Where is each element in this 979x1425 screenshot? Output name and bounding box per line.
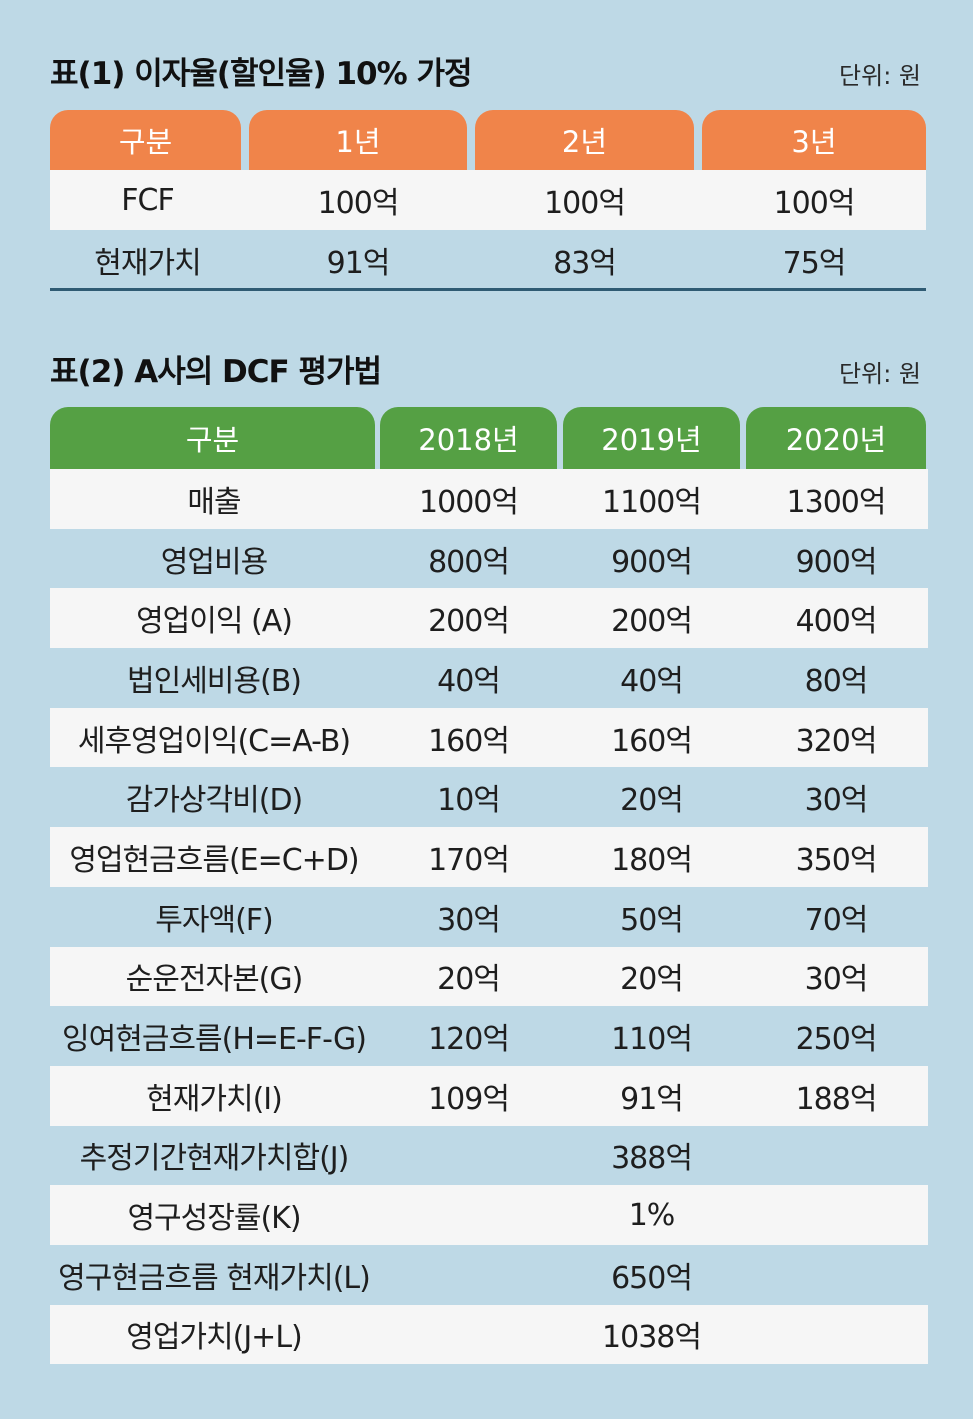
table1-header-row: 구분 1년 2년 3년 [50,110,926,170]
table2-cell: 350억 [795,842,878,878]
table2-row: 현재가치(I) 109억 91억 188억 [50,1065,928,1126]
table1: 구분 1년 2년 3년 FCF 100억 100억 100억 현재가치 91억 … [50,110,926,290]
table2-row-label: 세후영업이익(C=A-B) [77,723,351,759]
table2-cell: 120억 [428,1022,510,1058]
table2-row: 영업이익 (A) 200억 200억 400억 [50,588,928,649]
table2-cell: 80억 [804,663,869,699]
table2-row: 순운전자본(G) 20억 20억 30억 [50,946,928,1007]
table2-cell: 30억 [804,783,869,819]
table1-cell: 100억 [544,186,626,221]
table2-summary-value: 1038억 [602,1320,702,1356]
table2-row-label: 영업비용 [160,544,268,580]
table1-row-label: FCF [121,182,174,218]
table2-cell: 40억 [620,663,684,699]
table2-summary-row: 영업가치(J+L) 1038억 [50,1304,928,1365]
table2-header-cell: 2018년 [380,407,557,469]
table2-cell: 109억 [428,1081,510,1117]
table2-cell: 900억 [795,544,878,580]
table1-unit: 단위: 원 [839,62,921,90]
table2-cell: 188억 [795,1081,878,1117]
table2-cell: 10억 [437,783,501,819]
table1-header-cell: 구분 [50,110,241,170]
table2-cell: 91억 [620,1081,684,1117]
table2-summary-label: 영업가치(J+L) [126,1320,303,1356]
table1-title: 표(1) 이자율(할인율) 10% 가정 [50,56,472,92]
table2-cell: 20억 [437,962,501,998]
table2-summary-row: 영구성장률(K) 1% [50,1185,928,1245]
table2-cell: 1100억 [602,484,702,520]
table2-summary-label: 추정기간현재가치합(J) [79,1141,350,1177]
table2-row-label: 영업이익 (A) [136,604,293,640]
table2-header-row: 구분 2018년 2019년 2020년 [50,407,928,469]
table2-cell: 900억 [611,544,693,580]
table2-summary-value: 1% [628,1197,676,1233]
table2-header-cell: 2019년 [563,407,740,469]
table2-row: 법인세비용(B) 40억 40억 80억 [50,648,928,708]
table1-row: FCF 100억 100억 100억 [50,170,926,230]
table2-cell: 1000억 [419,484,519,520]
table2-cell: 70억 [804,902,869,938]
table2-cell: 40억 [437,663,501,699]
table1-row-label: 현재가치 [94,246,201,281]
table2-row-label: 투자액(F) [155,902,273,938]
table2-row-label: 매출 [187,484,241,520]
table1-header-cell: 1년 [249,110,467,170]
table2-unit: 단위: 원 [839,360,921,388]
table2-cell: 30억 [437,902,501,938]
table2-cell: 160억 [428,723,510,759]
table2-summary-value: 388억 [611,1141,693,1177]
table2-row: 영업비용 800억 900억 900억 [50,529,928,589]
table1-cell: 100억 [317,186,400,221]
table2-summary-value: 650억 [611,1260,693,1296]
table2-cell: 160억 [611,723,693,759]
table2-cell: 50억 [620,902,684,938]
table2-row-label: 법인세비용(B) [127,663,302,699]
table2: 구분 2018년 2019년 2020년 매출 1000억 1100억 1300… [50,407,928,1365]
table2-cell: 170억 [428,842,510,878]
table2-row: 잉여현금흐름(H=E-F-G) 120억 110억 250억 [50,1006,928,1066]
table2-header-cell: 2020년 [746,407,926,469]
table1-bottom-rule [50,288,926,291]
table2-row: 매출 1000억 1100억 1300억 [50,469,928,529]
table2-row-label: 영업현금흐름(E=C+D) [69,842,359,878]
table2-row: 세후영업이익(C=A-B) 160억 160억 320억 [50,707,928,768]
table2-row: 감가상각비(D) 10억 20억 30억 [50,767,928,827]
table1-row: 현재가치 91억 83억 75억 [50,230,926,290]
table1-cell: 75억 [782,246,847,281]
table2-cell: 20억 [620,783,684,819]
table1-header-cell: 3년 [702,110,926,170]
table2-row-label: 순운전자본(G) [125,962,304,998]
table1-cell: 100억 [773,186,856,221]
table2-summary-row: 영구현금흐름 현재가치(L) 650억 [50,1245,928,1305]
table2-cell: 20억 [620,962,684,998]
table1-cell: 83억 [553,246,617,281]
table2-summary-label: 영구현금흐름 현재가치(L) [58,1260,371,1296]
table2-cell: 320억 [795,723,878,759]
table2-row-label: 잉여현금흐름(H=E-F-G) [62,1022,367,1058]
table2-cell: 30억 [804,962,869,998]
table2-summary-label: 영구성장률(K) [127,1201,301,1237]
table2-cell: 250억 [795,1022,878,1058]
table2-title: 표(2) A사의 DCF 평가법 [50,354,382,390]
table2-cell: 800억 [428,544,510,580]
table2-row: 영업현금흐름(E=C+D) 170억 180억 350억 [50,827,928,887]
table2-cell: 200억 [428,604,510,640]
table2-row: 투자액(F) 30억 50억 70억 [50,887,928,947]
table2-row-label: 감가상각비(D) [125,783,304,819]
table1-cell: 91억 [326,246,391,281]
table2-cell: 200억 [611,604,693,640]
table2-row-label: 현재가치(I) [146,1081,283,1117]
table2-cell: 180억 [611,842,693,878]
table2-cell: 110억 [611,1022,693,1058]
table2-summary-row: 추정기간현재가치합(J) 388억 [50,1126,928,1186]
table1-header-cell: 2년 [475,110,694,170]
table2-cell: 1300억 [786,484,887,520]
table2-header-cell: 구분 [50,407,375,469]
table2-cell: 400억 [795,604,878,640]
